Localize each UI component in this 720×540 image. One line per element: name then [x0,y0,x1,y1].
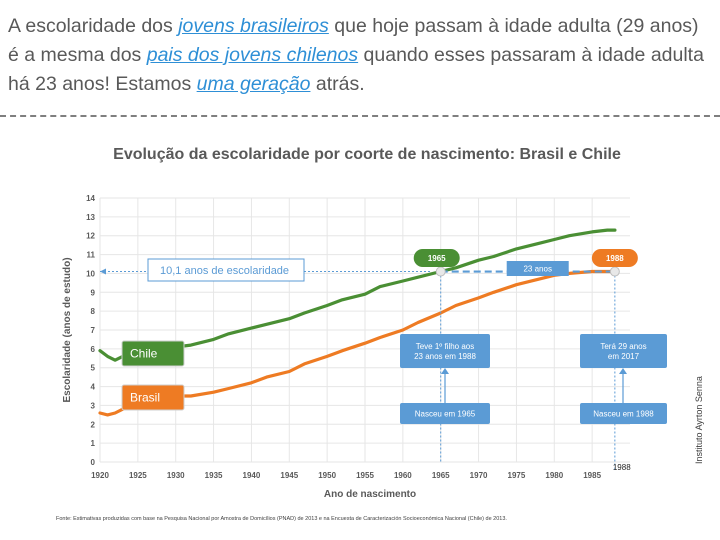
born-label-1988 [580,403,667,424]
x-tick-label: 1930 [167,471,185,480]
point-chile-1965 [435,266,446,277]
x-tick-label: 1965 [432,471,450,480]
x-tick-label: 1950 [318,471,336,480]
x-tick-label: 1975 [508,471,526,480]
chart-title: Evolução da escolaridade por coorte de n… [113,146,621,163]
credit-label: Instituto Ayrton Senna [694,376,704,464]
level-label-text: 10,1 anos de escolaridade [160,265,289,277]
y-axis-label: Escolaridade (anos de estudo) [62,257,73,402]
headline-keyword-geracao: uma geração [196,73,311,95]
x-tick-label: 1970 [470,471,488,480]
child-label-1965 [400,334,490,368]
y-tick-label: 8 [91,307,96,316]
y-tick-label: 14 [86,194,95,203]
born-label-1965-text: Nasceu em 1965 [415,409,476,418]
born-label-1965 [400,403,490,424]
y-tick-label: 6 [91,345,96,354]
headline-part-2: que hoje passam à idade adulta (29 anos)… [8,15,699,66]
y-tick-label: 7 [91,326,96,335]
year-pill-1965-text: 1965 [428,254,446,263]
year-pill-1965 [413,249,460,267]
headline-part-1: A escolaridade dos [8,15,179,37]
legend-chile-text: Chile [130,347,158,361]
gap-label-text: 23 anos [523,264,551,273]
headline-part-4: atrás. [310,73,365,95]
age-label-1988-text: em 2017 [608,352,640,361]
x-tick-label: 1925 [129,471,147,480]
y-tick-label: 10 [86,269,95,278]
x-tick-label: 1985 [583,471,601,480]
child-label-1965-text: Teve 1º filho aos [416,342,475,351]
y-tick-label: 5 [91,364,96,373]
age-label-1988-text: Terá 29 anos [600,342,646,351]
source-note: Fonte: Estimativas produzidas com base n… [56,516,507,522]
y-tick-label: 12 [86,232,95,241]
arrow-head-1988 [619,368,627,374]
x-tick-label: 1955 [356,471,374,480]
y-tick-label: 0 [91,458,96,467]
x-tick-label: 1920 [91,471,109,480]
age-label-1988 [580,334,667,368]
headline-part-3: quando esses passaram à idade adulta há … [8,44,704,95]
headline-keyword-jovens-brasileiros: jovens brasileiros [178,15,329,37]
y-tick-label: 9 [91,288,96,297]
y-tick-label: 3 [91,401,96,410]
headline: A escolaridade dos jovens brasileiros qu… [8,12,714,99]
x-axis-label: Ano de nascimento [324,489,416,500]
headline-keyword-pais-chilenos: pais dos jovens chilenos [146,44,359,66]
y-tick-label: 4 [91,383,96,392]
child-label-1965-text: 23 anos em 1988 [414,352,476,361]
x-tick-label: 1940 [243,471,261,480]
y-tick-label: 1 [91,439,96,448]
axis-1988-label: 1988 [613,463,631,472]
born-label-1988-text: Nasceu em 1988 [593,409,654,418]
x-tick-label: 1960 [394,471,412,480]
dashed-separator [0,115,720,117]
legend-brasil-text: Brasil [130,391,160,405]
level-label-box [147,258,305,282]
point-brasil-1988 [609,266,620,277]
legend-brasil [121,384,185,411]
y-tick-label: 11 [87,251,96,260]
x-tick-label: 1980 [545,471,563,480]
gap-label [506,261,569,276]
arrow-head-1965 [441,368,449,374]
x-tick-label: 1945 [280,471,298,480]
y-tick-label: 13 [86,213,95,222]
legend-chile [121,340,185,367]
year-pill-1988-text: 1988 [606,254,624,263]
x-tick-label: 1935 [205,471,223,480]
y-tick-label: 2 [91,420,96,429]
year-pill-1988 [591,249,638,267]
reference-arrow-head [100,268,106,275]
